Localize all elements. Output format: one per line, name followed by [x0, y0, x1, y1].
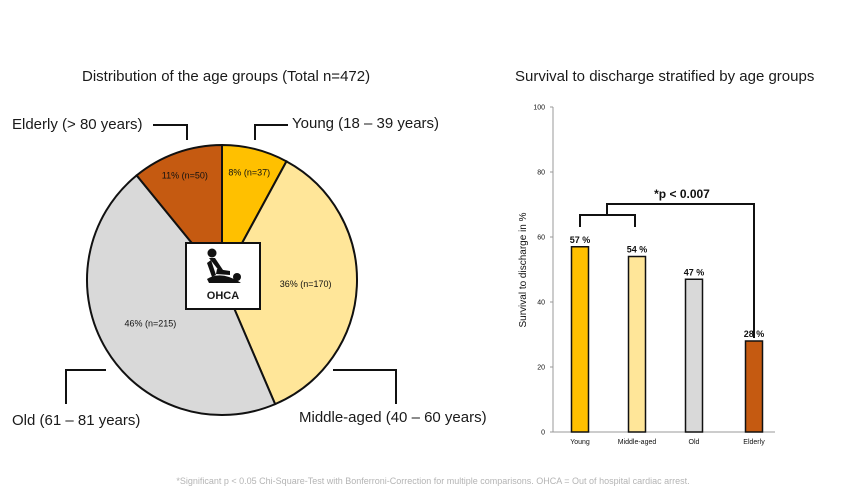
x-tick-label-old: Old	[689, 439, 700, 446]
pie-label-old: 46% (n=215)	[124, 318, 176, 328]
bar-middle-aged	[627, 255, 647, 433]
bar-old	[684, 278, 704, 433]
y-tick-label: 20	[537, 365, 545, 372]
y-axis-label: Survival to discharge in %	[518, 212, 529, 327]
y-tick-label: 80	[537, 170, 545, 177]
cpr-icon	[207, 248, 241, 283]
legend-label-old: Old (61 – 81 years)	[12, 412, 141, 429]
significance-bracket-group	[579, 214, 636, 227]
legend-label-young: Young (18 – 39 years)	[292, 115, 440, 132]
y-tick-label: 0	[541, 430, 545, 437]
significance-annotation: *p < 0.007	[654, 187, 710, 201]
footnote: *Significant p < 0.05 Chi-Square-Test wi…	[176, 476, 690, 486]
bar-young	[570, 246, 590, 433]
x-tick-label-elderly: Elderly	[743, 439, 765, 446]
pie-chart-title: Distribution of the age groups (Total n=…	[82, 68, 371, 85]
legend-label-middle-aged: Middle-aged (40 – 60 years)	[299, 409, 487, 426]
leader-line-old	[65, 369, 106, 404]
leader-line-young	[254, 124, 288, 140]
leader-line-elderly	[153, 124, 188, 140]
legend-label-elderly: Elderly (> 80 years)	[12, 116, 143, 133]
pie-label-elderly: 11% (n=50)	[162, 171, 208, 181]
bar-chart-title: Survival to discharge stratified by age …	[515, 68, 815, 85]
y-tick-label: 60	[537, 235, 545, 242]
pie-label-young: 8% (n=37)	[228, 168, 270, 178]
bar-value-label-young: 57 %	[570, 235, 591, 245]
pie-label-middle-aged: 36% (n=170)	[280, 279, 332, 289]
leader-line-middle-aged	[333, 369, 397, 404]
y-tick-label: 40	[537, 300, 545, 307]
x-tick-label-young: Young	[570, 439, 590, 446]
significance-bracket	[606, 203, 755, 338]
y-tick-label: 100	[533, 105, 545, 112]
pie-slice-old	[86, 173, 277, 416]
bar-value-label-old: 47 %	[684, 267, 705, 277]
ohca-label: OHCA	[206, 290, 240, 302]
bar-value-label-middle-aged: 54 %	[627, 245, 648, 255]
x-tick-label-middle-aged: Middle-aged	[618, 439, 657, 446]
pie-slice-middle-aged	[220, 160, 358, 406]
bar-elderly	[744, 340, 764, 433]
ohca-badge: OHCA	[185, 242, 261, 310]
